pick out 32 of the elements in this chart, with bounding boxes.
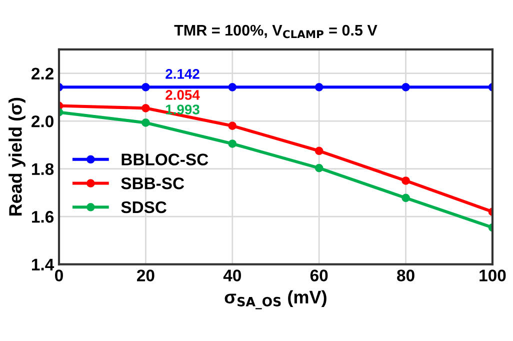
legend-label: SDSC [121,201,167,214]
x-axis-title: σ$_{SA_OS}$ (mV) [224,290,326,310]
data-label: 1.993 [166,104,200,114]
point [314,146,324,156]
point [228,82,237,92]
point [314,82,324,92]
chart-title: TMR = 100%, V$_{CLAMP}$ = 0.5 V [174,24,378,38]
point [402,176,410,185]
point [402,194,410,202]
y-tick-label: 1.8 [32,163,54,175]
x-tick-label: 80 [397,270,414,282]
y-tick-label: 2.0 [32,115,54,128]
y-tick-label: 1.4 [32,258,54,270]
x-tick-label: 20 [137,270,154,282]
point [228,140,237,148]
x-tick-label: 40 [223,270,241,282]
x-tick-label: 0 [55,270,63,282]
legend-label: SBB-SC [121,177,184,190]
x-tick-label: 100 [480,270,506,282]
point [228,122,237,130]
data-label: 2.142 [166,69,200,79]
y-tick-label: 2.2 [32,68,54,80]
data-label: 2.054 [166,90,200,100]
x-tick-label: 60 [310,270,328,282]
legend-label: BBLOC-SC [122,154,208,166]
point [142,104,150,112]
y-axis-title: Read yield (σ) [8,98,26,216]
point [142,82,150,92]
y-tick-label: 1.6 [32,210,54,223]
point [142,118,150,127]
point [314,164,324,172]
point [402,82,410,92]
